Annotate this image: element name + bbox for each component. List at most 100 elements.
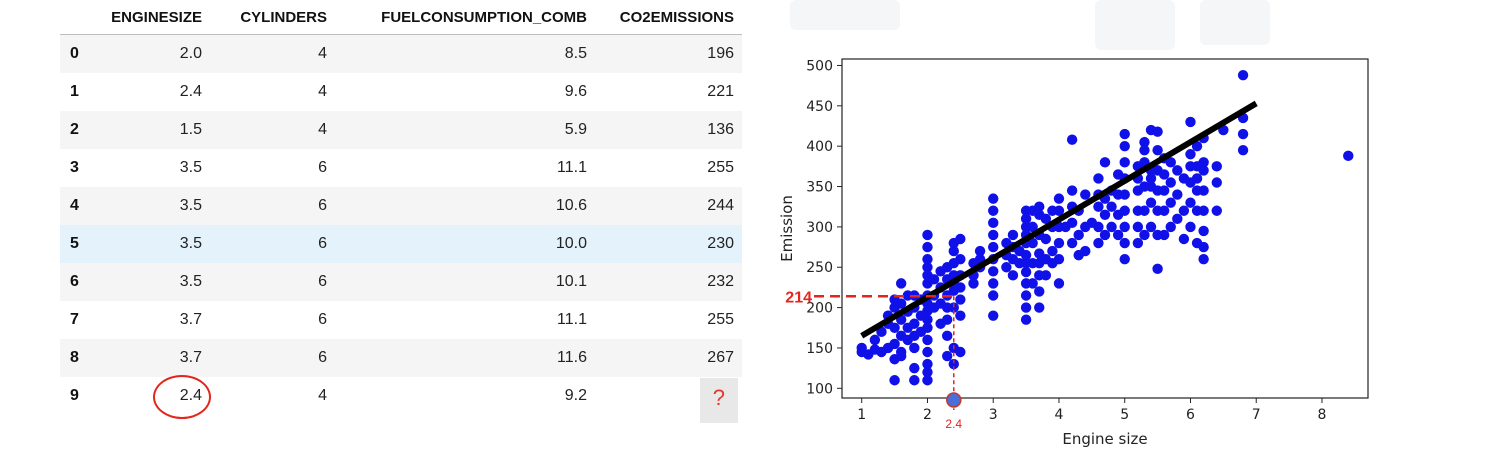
table-row: 0 2.0 4 8.5 196: [60, 34, 742, 73]
data-point: [895, 278, 907, 289]
data-point: [988, 241, 999, 253]
data-point: [1106, 221, 1117, 233]
unknown-value-box: [700, 378, 738, 423]
cell-co2emissions: 244: [595, 187, 742, 225]
cell-enginesize: 3.5: [90, 225, 210, 263]
data-point: [1053, 193, 1065, 204]
data-point: [909, 318, 920, 329]
cell-co2emissions: 230: [595, 225, 742, 263]
data-point: [948, 358, 959, 370]
data-point: [922, 241, 933, 253]
data-point: [922, 375, 933, 386]
data-point: [1040, 270, 1052, 281]
table-row: 1 2.4 4 9.6 221: [60, 73, 742, 111]
cell-fuelconsumption: 9.2: [564, 387, 587, 404]
data-point: [1119, 253, 1130, 265]
row-index: 8: [60, 339, 90, 377]
data-point: [922, 314, 933, 325]
data-point: [1066, 217, 1078, 229]
data-point: [988, 278, 999, 289]
cell-cylinders: 4: [318, 387, 327, 404]
data-point: [1047, 245, 1058, 257]
cell-co2emissions: 196: [595, 34, 742, 73]
cell-enginesize: 3.7: [179, 311, 202, 328]
table-row: 9 2.4 4 9.2?: [60, 377, 742, 423]
data-point: [1066, 134, 1078, 145]
cell-co2emissions: 267: [595, 339, 742, 377]
cell-enginesize: 2.4: [179, 387, 202, 404]
data-point: [1119, 157, 1130, 168]
cell-cylinders: 4: [318, 83, 327, 100]
data-point: [968, 278, 979, 289]
column-header-cylinders: CYLINDERS: [210, 0, 335, 35]
data-point: [1020, 266, 1032, 278]
background-decoration: [1200, 0, 1270, 45]
data-point: [1152, 263, 1163, 275]
column-header-index: [60, 0, 90, 35]
data-point: [1119, 221, 1130, 233]
data-point: [955, 310, 966, 321]
data-point: [988, 310, 999, 321]
data-point: [922, 358, 933, 370]
data-point: [948, 302, 959, 313]
data-point: [1034, 286, 1045, 297]
y-axis-label: Emission: [778, 195, 796, 262]
y-tick-label: 400: [806, 139, 833, 155]
dataframe-table-container: ENGINESIZE CYLINDERS FUELCONSUMPTION_COM…: [60, 0, 742, 423]
data-point: [955, 282, 966, 293]
cell-enginesize: 3.5: [90, 263, 210, 301]
data-point: [909, 342, 920, 354]
data-point: [1165, 197, 1176, 208]
cell-cylinders: 4: [210, 34, 335, 73]
data-point: [1139, 145, 1150, 156]
x-tick-label: 4: [1055, 407, 1064, 423]
row-index: 4: [60, 187, 90, 225]
data-point: [1020, 249, 1032, 261]
data-point: [1158, 185, 1170, 196]
data-point: [1040, 233, 1052, 245]
data-point: [1093, 173, 1104, 184]
input-value-label: 2.4: [945, 417, 962, 431]
table-row: 6 3.5 6 10.1 232: [60, 263, 742, 301]
plot-area: [841, 58, 1369, 399]
data-point: [1185, 221, 1196, 233]
column-header-co2emissions: CO2EMISSIONS: [595, 0, 742, 35]
data-point: [1112, 229, 1124, 241]
background-decoration: [790, 0, 900, 30]
data-point: [1237, 145, 1249, 156]
data-point: [1191, 173, 1203, 184]
data-point: [1198, 205, 1209, 216]
data-point: [1145, 197, 1157, 208]
x-tick-label: 2: [923, 407, 932, 423]
cell-enginesize: 2.0: [90, 34, 210, 73]
data-point: [1053, 237, 1065, 249]
cell-enginesize: 3.5: [90, 187, 210, 225]
data-point: [955, 233, 966, 245]
cell-fuelconsumption: 8.5: [335, 34, 595, 73]
x-tick-label: 3: [989, 407, 998, 423]
row-index: 0: [60, 34, 90, 73]
data-point: [922, 262, 933, 273]
y-tick-label: 100: [806, 381, 833, 397]
data-point: [1158, 229, 1170, 241]
data-point: [1185, 197, 1196, 208]
data-point: [1119, 140, 1130, 152]
data-point: [1158, 169, 1170, 180]
table-body: 0 2.0 4 8.5 196 1 2.4 4 9.6 221 2 1.5 4 5.9 136 3 3.5 6 11…: [60, 34, 742, 423]
cell-fuelconsumption: 10.0: [335, 225, 595, 263]
cell-co2emissions: 136: [595, 111, 742, 149]
cell-fuelconsumption: 11.1: [557, 159, 587, 176]
data-point: [922, 346, 933, 358]
cell-fuelconsumption: 5.9: [335, 111, 595, 149]
data-point: [1020, 314, 1032, 325]
x-tick-label: 5: [1120, 407, 1129, 423]
cell-cylinders: 6: [210, 187, 335, 225]
data-point: [1106, 201, 1117, 212]
data-point: [1165, 157, 1176, 168]
table-row: 7 3.7 6 11.1 255: [60, 301, 742, 339]
data-point: [1119, 128, 1130, 140]
cell-enginesize: 3.7: [90, 339, 210, 377]
cell-fuelconsumption: 11.1: [557, 311, 587, 328]
data-point: [1027, 221, 1038, 233]
data-point: [928, 274, 940, 285]
